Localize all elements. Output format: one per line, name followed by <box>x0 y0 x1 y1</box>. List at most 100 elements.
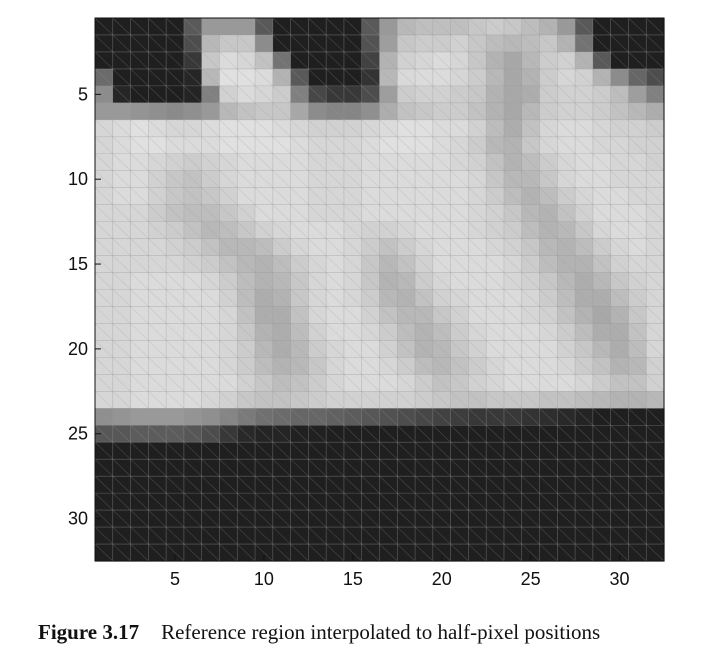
heatmap-cell <box>432 459 452 477</box>
heatmap-cell <box>521 408 541 426</box>
heatmap-cell <box>183 136 203 155</box>
grid-line-diagonal <box>485 475 505 494</box>
heatmap-cell <box>557 102 576 121</box>
heatmap-cell <box>557 238 576 257</box>
grid-line-diagonal <box>290 153 309 171</box>
heatmap-cell <box>432 153 452 172</box>
heatmap-cell <box>290 544 309 562</box>
grid-line-diagonal <box>485 425 505 443</box>
heatmap-cell <box>521 510 541 528</box>
heatmap-cell <box>95 510 114 528</box>
grid-line-diagonal <box>503 306 522 324</box>
heatmap-cell <box>397 272 416 291</box>
heatmap-cell <box>237 493 256 511</box>
grid-line-diagonal <box>272 289 291 307</box>
grid-line-diagonal <box>539 170 558 188</box>
heatmap-cell <box>219 340 238 358</box>
heatmap-cell <box>361 102 381 121</box>
heatmap-cell <box>646 238 665 257</box>
heatmap-cell <box>592 34 612 53</box>
grid-line-diagonal <box>361 34 380 53</box>
heatmap-cell <box>646 391 665 409</box>
heatmap-cell <box>539 187 558 206</box>
heatmap-cell <box>450 204 470 223</box>
grid-line-diagonal <box>557 272 576 290</box>
grid-line-diagonal <box>272 408 291 426</box>
grid-line-diagonal <box>343 374 362 392</box>
grid-line-diagonal <box>610 204 629 222</box>
heatmap-cell <box>646 459 665 477</box>
grid-line-diagonal <box>432 272 451 290</box>
grid-line-diagonal <box>610 102 629 121</box>
heatmap-cell <box>646 187 665 206</box>
grid-line-diagonal <box>325 289 345 307</box>
grid-line-diagonal <box>432 85 451 104</box>
grid-line-diagonal <box>503 136 522 154</box>
heatmap-cell <box>557 289 576 308</box>
heatmap-cell <box>415 187 434 206</box>
heatmap-cell <box>610 306 630 325</box>
heatmap-cell <box>557 221 576 240</box>
figure-number: Figure 3.17 <box>38 620 140 644</box>
grid-line-diagonal <box>521 119 540 137</box>
grid-line-diagonal <box>290 272 309 290</box>
heatmap-cell <box>486 306 505 325</box>
grid-line-diagonal <box>414 102 434 121</box>
heatmap-cell <box>432 170 452 189</box>
grid-line-diagonal <box>308 51 327 70</box>
grid-line-diagonal <box>432 425 451 443</box>
heatmap-cell <box>326 153 345 172</box>
heatmap-cell <box>183 493 203 511</box>
heatmap-cell <box>610 136 630 155</box>
heatmap-cell <box>468 340 487 358</box>
grid-line-diagonal <box>237 323 256 341</box>
grid-line-diagonal <box>165 306 185 324</box>
heatmap-cell <box>272 442 292 460</box>
heatmap-cell <box>308 493 327 511</box>
grid-line-diagonal <box>148 187 167 205</box>
heatmap-cell <box>237 68 256 87</box>
grid-line-diagonal <box>361 340 380 358</box>
heatmap-cell <box>610 340 630 358</box>
heatmap-cell <box>166 306 185 325</box>
heatmap-cell <box>290 527 309 545</box>
grid-line-diagonal <box>414 374 434 392</box>
heatmap-cell <box>432 34 452 53</box>
grid-line-diagonal <box>290 357 309 375</box>
grid-line-diagonal <box>646 153 665 171</box>
heatmap-cell <box>486 136 505 155</box>
grid-line-diagonal <box>557 255 576 273</box>
heatmap-cell <box>112 187 132 206</box>
grid-line-diagonal <box>592 340 611 358</box>
heatmap-cell <box>610 204 630 223</box>
grid-line-diagonal <box>539 543 558 562</box>
grid-line-diagonal <box>94 458 113 477</box>
heatmap-cell <box>361 391 381 409</box>
heatmap-cell <box>379 442 398 460</box>
grid-line-diagonal <box>574 170 594 188</box>
heatmap-cell <box>646 527 665 545</box>
heatmap-cell <box>468 85 487 104</box>
heatmap-cell <box>379 170 398 189</box>
heatmap-cell <box>219 204 238 223</box>
grid-line-diagonal <box>574 442 594 460</box>
heatmap-cell <box>112 527 132 545</box>
heatmap-cell <box>503 425 523 443</box>
grid-line-diagonal <box>361 526 380 545</box>
grid-line-diagonal <box>503 51 522 70</box>
grid-line-diagonal <box>450 458 469 477</box>
grid-line-diagonal <box>254 85 274 104</box>
grid-line-diagonal <box>646 170 665 188</box>
grid-line-diagonal <box>94 51 113 70</box>
grid-line-diagonal <box>557 475 576 494</box>
heatmap-cell <box>575 323 594 342</box>
grid-line-diagonal <box>112 17 131 36</box>
heatmap-cell <box>95 425 114 443</box>
heatmap-cell <box>592 18 612 36</box>
grid-line-diagonal <box>183 238 202 256</box>
heatmap-cell <box>166 221 185 240</box>
heatmap-cell <box>592 272 612 291</box>
grid-line-diagonal <box>325 442 345 460</box>
heatmap-cell <box>503 306 523 325</box>
heatmap-cell <box>450 34 470 53</box>
